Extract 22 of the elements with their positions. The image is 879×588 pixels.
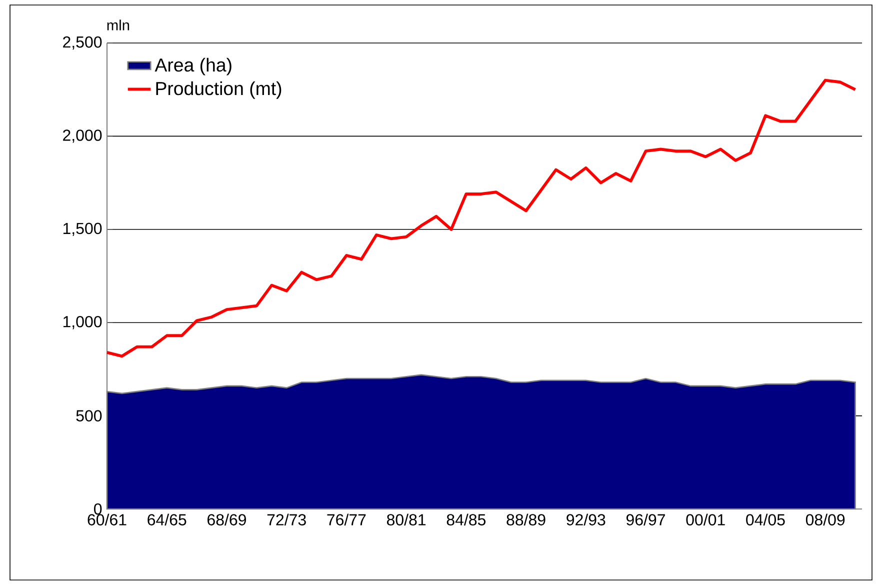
legend-label: Area (ha) xyxy=(154,58,232,76)
x-tick-label: 88/89 xyxy=(506,514,546,526)
y-axis-title: mln xyxy=(107,20,130,30)
x-tick-label: 08/09 xyxy=(806,514,845,526)
y-tick-label: 1,000 xyxy=(63,316,102,330)
y-tick-label: 0 xyxy=(94,503,102,515)
legend-label: Production (mt) xyxy=(156,81,282,99)
y-tick-label: 2,000 xyxy=(63,130,102,143)
x-tick-label: 80/81 xyxy=(386,514,426,526)
x-tick-label: 72/73 xyxy=(267,514,306,526)
x-tick-label: 64/65 xyxy=(148,514,186,526)
x-tick-label: 92/93 xyxy=(566,514,606,526)
x-tick-label: 00/01 xyxy=(686,514,725,526)
x-tick-label: 04/05 xyxy=(746,514,785,526)
x-tick-label: 60/61 xyxy=(88,514,126,526)
y-tick-label: 2,500 xyxy=(63,36,102,50)
y-tick-label: 500 xyxy=(76,410,102,422)
x-tick-label: 96/97 xyxy=(626,514,665,526)
y-tick-label: 1,500 xyxy=(63,222,102,236)
x-tick-label: 84/85 xyxy=(446,514,486,526)
x-tick-label: 68/69 xyxy=(208,514,246,526)
x-tick-label: 76/77 xyxy=(327,514,366,526)
